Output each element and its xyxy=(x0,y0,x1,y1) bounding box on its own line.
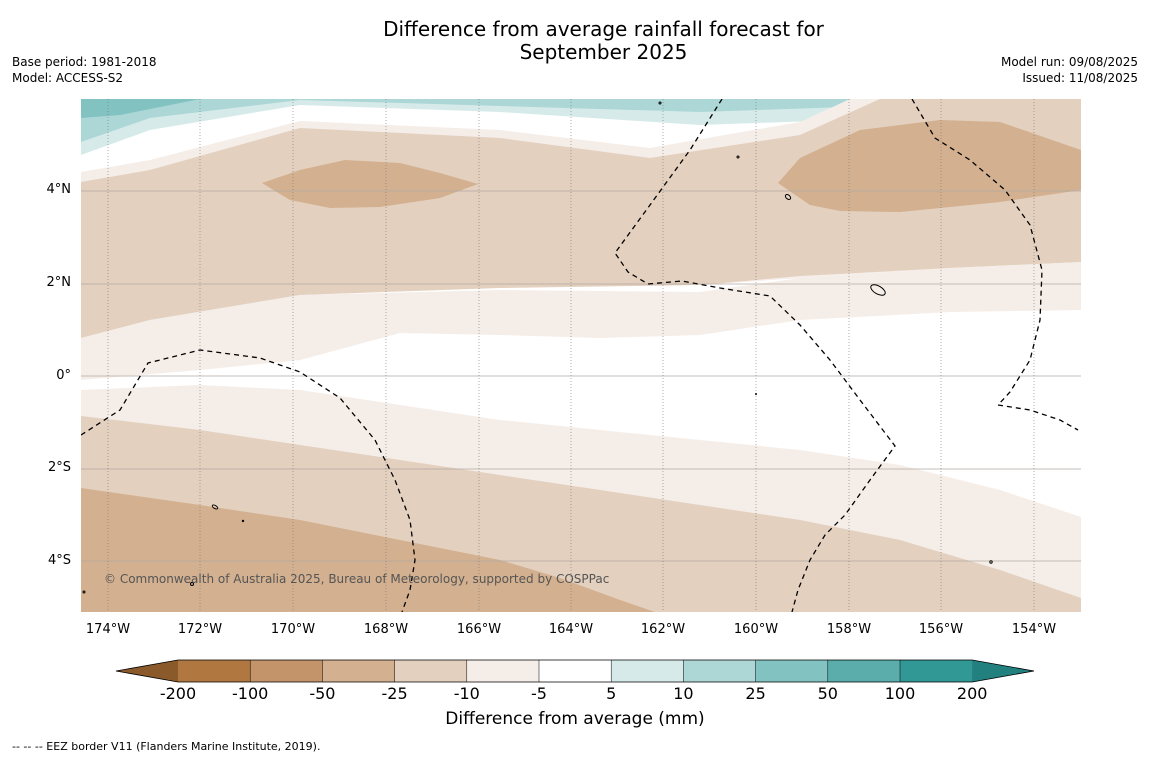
lon-label-170w: 170°W xyxy=(270,622,316,637)
colorbar-swatch xyxy=(178,660,251,682)
copyright-notice: © Commonwealth of Australia 2025, Bureau… xyxy=(104,572,610,586)
lat-label-2s: 2°S xyxy=(47,460,71,475)
lat-label-4n: 4°N xyxy=(46,182,72,197)
anomaly-blob-east xyxy=(778,120,1081,212)
anomaly-band-teal-mid xyxy=(81,99,1081,142)
eez-borders xyxy=(81,99,1079,612)
eez-border-central xyxy=(614,99,896,612)
anomaly-band-light-north xyxy=(81,262,1081,380)
issued-text: Issued: 11/08/2025 xyxy=(1022,71,1138,85)
colorbar-tick-label: 5 xyxy=(606,684,617,703)
colorbar-extend-low xyxy=(116,660,178,682)
map-title-line-2: September 2025 xyxy=(519,40,688,64)
anomaly-blob-west xyxy=(262,160,478,208)
island-small-3 xyxy=(755,393,757,395)
lon-label-162w: 162°W xyxy=(640,622,686,637)
map-title-line-1: Difference from average rainfall forecas… xyxy=(383,17,824,41)
colorbar-tick-label: -10 xyxy=(453,684,480,703)
colorbar-swatch xyxy=(466,660,540,682)
colorbar-tick-label: -25 xyxy=(381,684,408,703)
colorbar-swatch xyxy=(611,660,684,682)
island-small-1 xyxy=(658,101,662,105)
lon-label-154w: 154°W xyxy=(1011,622,1057,637)
map-title: Difference from average rainfall forecas… xyxy=(0,18,1150,64)
lon-label-172w: 172°W xyxy=(177,622,223,637)
lon-label-156w: 156°W xyxy=(918,622,964,637)
island-kiritimati xyxy=(870,284,886,296)
eez-border-note: -- -- -- EEZ border V11 (Flanders Marine… xyxy=(12,740,321,753)
colorbar-tick-label: 100 xyxy=(884,684,916,703)
colorbar-tick-label: 200 xyxy=(956,684,988,703)
colorbar-tick-label: -100 xyxy=(232,684,269,703)
model-info: Base period: 1981-2018 Model: ACCESS-S2 xyxy=(12,54,157,86)
eez-border-kiribati-west xyxy=(81,349,416,612)
colorbar-tick-label: 10 xyxy=(673,684,694,703)
island-kanton xyxy=(211,504,219,510)
colorbar-outline xyxy=(115,659,1035,683)
eez-border-east xyxy=(911,99,1079,431)
model-text: Model: ACCESS-S2 xyxy=(12,71,124,85)
latitude-gridlines xyxy=(81,190,1081,562)
colorbar-swatch xyxy=(539,660,612,682)
lat-label-0: 0° xyxy=(56,368,71,383)
anomaly-band-teal-dark xyxy=(81,99,200,118)
run-info: Model run: 09/08/2025 Issued: 11/08/2025 xyxy=(1001,54,1138,86)
colorbar-swatch xyxy=(322,660,396,682)
anomaly-band-brown-south xyxy=(81,488,655,612)
lon-label-174w: 174°W xyxy=(85,622,131,637)
model-run-text: Model run: 09/08/2025 xyxy=(1000,55,1138,69)
island-tabuaeran xyxy=(784,194,792,200)
colorbar-tick-label: -50 xyxy=(309,684,336,703)
colorbar xyxy=(115,659,1035,683)
lon-label-160w: 160°W xyxy=(733,622,779,637)
colorbar-extend-high xyxy=(972,660,1034,682)
lon-label-166w: 166°W xyxy=(456,622,502,637)
island-small-4 xyxy=(241,519,245,523)
colorbar-tick-label: 50 xyxy=(817,684,838,703)
island-small-2 xyxy=(736,155,740,159)
colorbar-tick-label: -200 xyxy=(159,684,197,703)
island-small-6 xyxy=(989,560,993,564)
lon-label-164w: 164°W xyxy=(548,622,594,637)
colorbar-title: Difference from average (mm) xyxy=(445,709,705,729)
lat-label-4s: 4°S xyxy=(47,553,71,568)
islands xyxy=(82,101,993,594)
island-small-5 xyxy=(190,582,194,586)
lon-label-168w: 168°W xyxy=(363,622,409,637)
rainfall-anomaly-field xyxy=(81,99,1081,612)
colorbar-tick-label: 25 xyxy=(745,684,766,703)
colorbar-swatch xyxy=(827,660,901,682)
colorbar-swatch xyxy=(900,660,973,682)
island-small-7 xyxy=(82,590,86,594)
lat-label-2n: 2°N xyxy=(46,275,72,290)
lon-label-158w: 158°W xyxy=(826,622,872,637)
colorbar-swatch xyxy=(250,660,323,682)
colorbar-swatch xyxy=(683,660,757,682)
colorbar-swatch xyxy=(394,660,468,682)
colorbar-tick-label: -5 xyxy=(531,684,547,703)
colorbar-swatch xyxy=(755,660,829,682)
base-period-text: Base period: 1981-2018 xyxy=(12,55,157,69)
